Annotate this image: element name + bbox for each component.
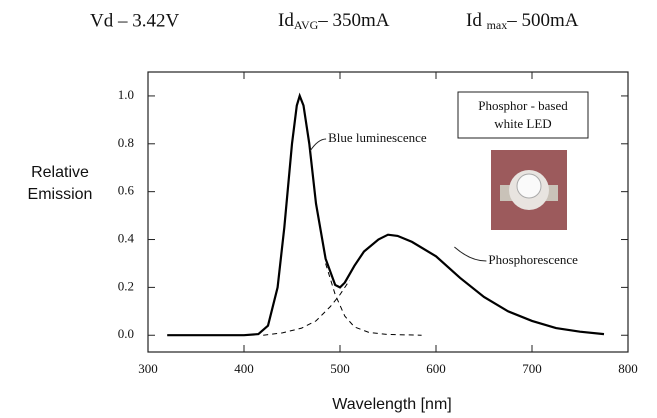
x-tick-label: 700 bbox=[522, 361, 542, 376]
y-tick-label: 0.0 bbox=[118, 326, 134, 341]
annotation: Phosphorescence bbox=[488, 252, 578, 267]
y-tick-label: 0.6 bbox=[118, 183, 135, 198]
header-sub: AVG bbox=[294, 18, 319, 32]
y-label: Relative bbox=[31, 164, 89, 181]
y-tick-label: 0.4 bbox=[118, 231, 135, 246]
header-id-max: Id max– 500mA bbox=[466, 10, 579, 31]
y-tick-label: 0.8 bbox=[118, 135, 134, 150]
header-rest: – 500mA bbox=[506, 10, 579, 31]
header-text: Id bbox=[466, 10, 487, 31]
box-text: Phosphor - based bbox=[478, 98, 568, 113]
y-tick-label: 0.2 bbox=[118, 278, 134, 293]
dashed-curve bbox=[325, 263, 422, 336]
x-tick-label: 500 bbox=[330, 361, 350, 376]
box-text: white LED bbox=[494, 116, 551, 131]
y-tick-label: 1.0 bbox=[118, 87, 134, 102]
x-tick-label: 800 bbox=[618, 361, 638, 376]
header-text: Id bbox=[278, 10, 294, 31]
header-sub: max bbox=[487, 18, 508, 32]
header-id-avg: IdAVG– 350mA bbox=[278, 10, 390, 31]
leader-line bbox=[309, 138, 327, 152]
plot-frame bbox=[147, 71, 629, 353]
x-tick-label: 600 bbox=[426, 361, 446, 376]
dashed-curve bbox=[263, 279, 351, 336]
header-rest: – 350mA bbox=[317, 10, 390, 31]
x-tick-label: 400 bbox=[234, 361, 254, 376]
x-label: Wavelength [nm] bbox=[332, 396, 451, 413]
y-label: Emission bbox=[28, 186, 93, 203]
x-tick-label: 300 bbox=[138, 361, 158, 376]
annotation: Blue luminescence bbox=[328, 130, 427, 145]
leader-line bbox=[454, 246, 487, 262]
led-photo bbox=[491, 150, 567, 230]
emission-curve bbox=[167, 92, 605, 337]
header-vd: Vd – 3.42V bbox=[90, 10, 179, 31]
text-box bbox=[457, 91, 589, 139]
